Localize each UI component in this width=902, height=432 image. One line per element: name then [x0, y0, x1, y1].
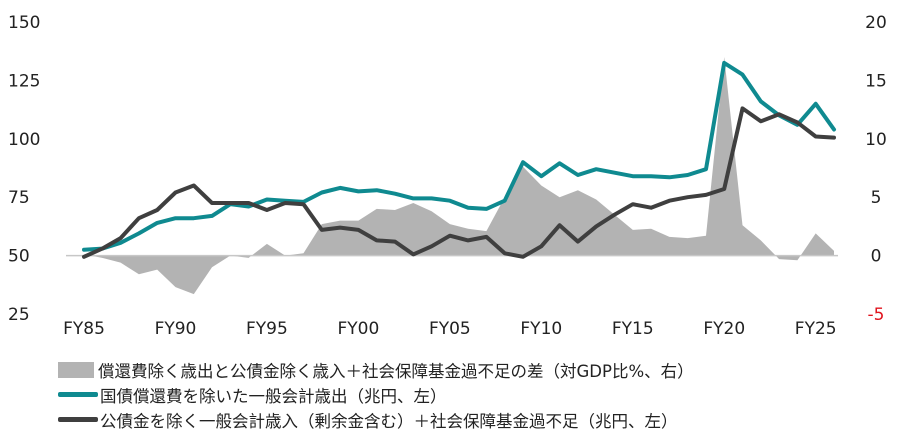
- x-tick-label: FY15: [612, 319, 654, 339]
- right-tick-label: 20: [865, 13, 887, 33]
- x-tick-label: FY90: [155, 319, 197, 339]
- left-tick-label: 100: [8, 130, 40, 150]
- legend-swatch-area: [58, 361, 94, 378]
- legend-item-revenue: 公債金を除く一般会計歳入（剰余金含む）＋社会保障基金過不足（兆円、左）: [58, 407, 694, 432]
- legend-item-area: 償還費除く歳出と公債金除く歳入＋社会保障基金過不足の差（対GDP比%、右）: [58, 357, 694, 382]
- revenue-line: [82, 106, 836, 259]
- expenditure-line: [82, 60, 836, 252]
- legend-swatch-expenditure: [58, 392, 98, 397]
- area-fill: [84, 57, 834, 295]
- x-tick-label: FY25: [795, 319, 837, 339]
- left-tick-label: 125: [8, 71, 40, 91]
- x-tick-label: FY00: [337, 319, 379, 339]
- legend: 償還費除く歳出と公債金除く歳入＋社会保障基金過不足の差（対GDP比%、右） 国債…: [58, 357, 694, 432]
- legend-swatch-revenue: [58, 417, 98, 422]
- left-tick-label: 50: [8, 247, 30, 267]
- legend-label-area: 償還費除く歳出と公債金除く歳入＋社会保障基金過不足の差（対GDP比%、右）: [98, 361, 694, 381]
- line-series-group: [82, 60, 836, 259]
- left-tick-label: 150: [8, 13, 40, 33]
- gdp-gap-area-series: [84, 57, 834, 295]
- right-tick-label: -5: [868, 305, 885, 325]
- legend-label-revenue: 公債金を除く一般会計歳入（剰余金含む）＋社会保障基金過不足（兆円、左）: [100, 411, 678, 431]
- right-tick-label: 0: [871, 247, 882, 267]
- x-tick-label: FY05: [429, 319, 471, 339]
- left-axis: 150 125 100 75 50 25: [8, 13, 40, 325]
- x-tick-label: FY95: [246, 319, 288, 339]
- x-tick-label: FY10: [520, 319, 562, 339]
- legend-label-expenditure: 国債償還費を除いた一般会計歳出（兆円、左）: [100, 386, 447, 406]
- x-axis: FY85 FY90 FY95 FY00 FY05 FY10 FY15 FY20 FY25: [63, 319, 837, 339]
- right-axis: 20 15 10 5 0 -5: [865, 13, 887, 325]
- right-tick-label: 15: [865, 71, 887, 91]
- x-tick-label: FY20: [703, 319, 745, 339]
- left-tick-label: 25: [8, 305, 30, 325]
- right-tick-label: 5: [871, 188, 882, 208]
- left-tick-label: 75: [8, 188, 30, 208]
- legend-item-expenditure: 国債償還費を除いた一般会計歳出（兆円、左）: [58, 382, 694, 407]
- right-tick-label: 10: [865, 130, 887, 150]
- x-tick-label: FY85: [63, 319, 105, 339]
